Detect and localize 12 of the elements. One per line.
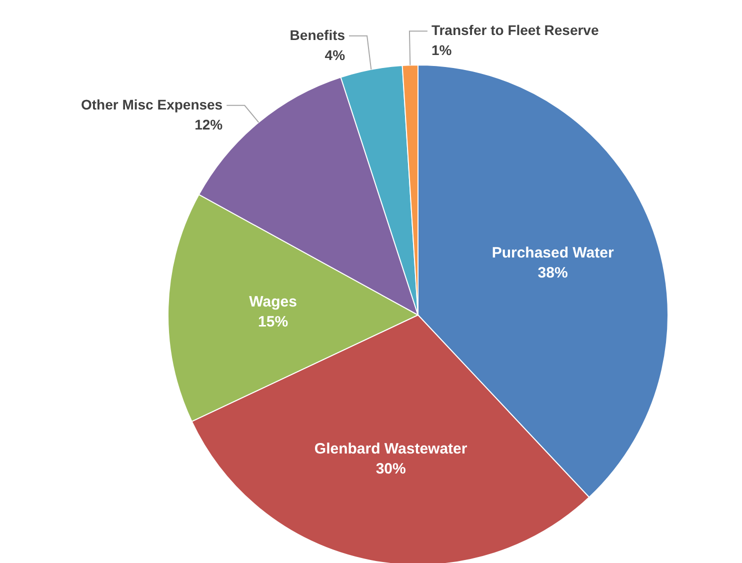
slice-label: Purchased Water [492, 244, 614, 262]
data-label: 30% [376, 460, 406, 478]
data-label: 12% [194, 116, 224, 132]
slice-label: Benefits [290, 26, 346, 43]
data-label: 15% [258, 313, 288, 330]
slice-label: Transfer to Fleet Reserve [431, 22, 599, 38]
slice-label: Glenbard Wastewater [314, 440, 468, 458]
data-label: 4% [324, 46, 346, 63]
slice-label: Wages [249, 293, 297, 310]
data-label: 38% [538, 264, 568, 282]
data-label: 1% [431, 42, 452, 58]
slice-label: Other Misc Expenses [80, 96, 223, 112]
